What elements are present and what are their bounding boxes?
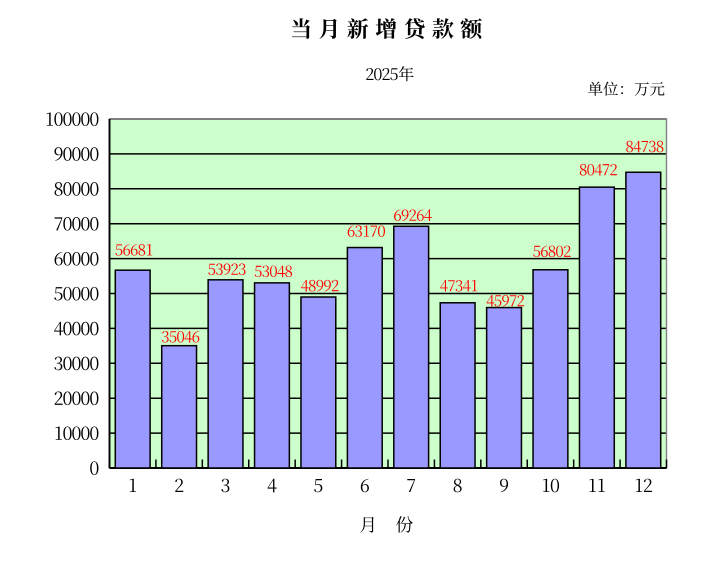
- data-label: [440, 279, 478, 292]
- data-label: [161, 330, 200, 343]
- chart-subtitle: [366, 66, 414, 82]
- y-axis-tick-label: [54, 321, 99, 336]
- y-axis-tick-label: [46, 112, 99, 126]
- bar: [253, 282, 291, 469]
- x-axis-tick-label: [175, 478, 184, 492]
- x-axis-tick-label: [407, 478, 416, 492]
- y-axis-labels: [46, 112, 99, 475]
- y-axis-tick-label: [54, 147, 99, 161]
- y-axis-tick-label: [54, 217, 99, 231]
- x-axis-labels: [129, 478, 652, 493]
- x-axis-tick-label: [453, 478, 462, 493]
- gridlines: [109, 118, 667, 434]
- data-label: [486, 294, 525, 307]
- data-label: [347, 225, 385, 237]
- data-label: [254, 265, 293, 278]
- unit-label: [588, 81, 665, 96]
- data-label: [208, 263, 246, 276]
- bar: [300, 296, 337, 469]
- x-axis-tick-label: [499, 478, 509, 493]
- data-label: [394, 209, 432, 222]
- bar: [160, 344, 198, 469]
- x-axis-tick-label: [543, 478, 560, 493]
- chart-title: [291, 18, 482, 39]
- data-label: [300, 279, 339, 292]
- y-axis-tick-label: [54, 391, 99, 406]
- x-axis-tick-label: [635, 478, 652, 493]
- bar: [114, 269, 151, 469]
- bar: [625, 171, 662, 469]
- x-axis-tick-label: [360, 478, 369, 493]
- y-axis-tick-label: [54, 251, 99, 266]
- data-label: [626, 140, 664, 153]
- data-label: [115, 244, 153, 256]
- x-axis-tick-label: [589, 478, 605, 493]
- bar-series: [114, 171, 662, 469]
- bar: [532, 269, 569, 469]
- x-axis-title: [360, 516, 413, 533]
- x-axis-tick-label: [314, 478, 323, 493]
- x-axis-tick-label: [129, 478, 137, 493]
- data-label: [533, 245, 571, 258]
- y-axis-tick-label: [54, 286, 99, 301]
- bar: [207, 279, 244, 469]
- bar: [485, 306, 523, 469]
- x-axis-tick-label: [221, 478, 230, 493]
- bar: [346, 246, 383, 469]
- x-axis-tick-label: [267, 478, 277, 493]
- data-label: [579, 163, 618, 176]
- y-axis-tick-label: [54, 356, 99, 371]
- y-axis-tick-label: [54, 182, 99, 196]
- x-axis-ticks: [108, 459, 668, 468]
- bar: [439, 302, 476, 469]
- data-labels: [115, 140, 664, 343]
- bar: [393, 225, 430, 469]
- bar: [578, 186, 616, 469]
- y-axis-tick-label: [55, 426, 99, 441]
